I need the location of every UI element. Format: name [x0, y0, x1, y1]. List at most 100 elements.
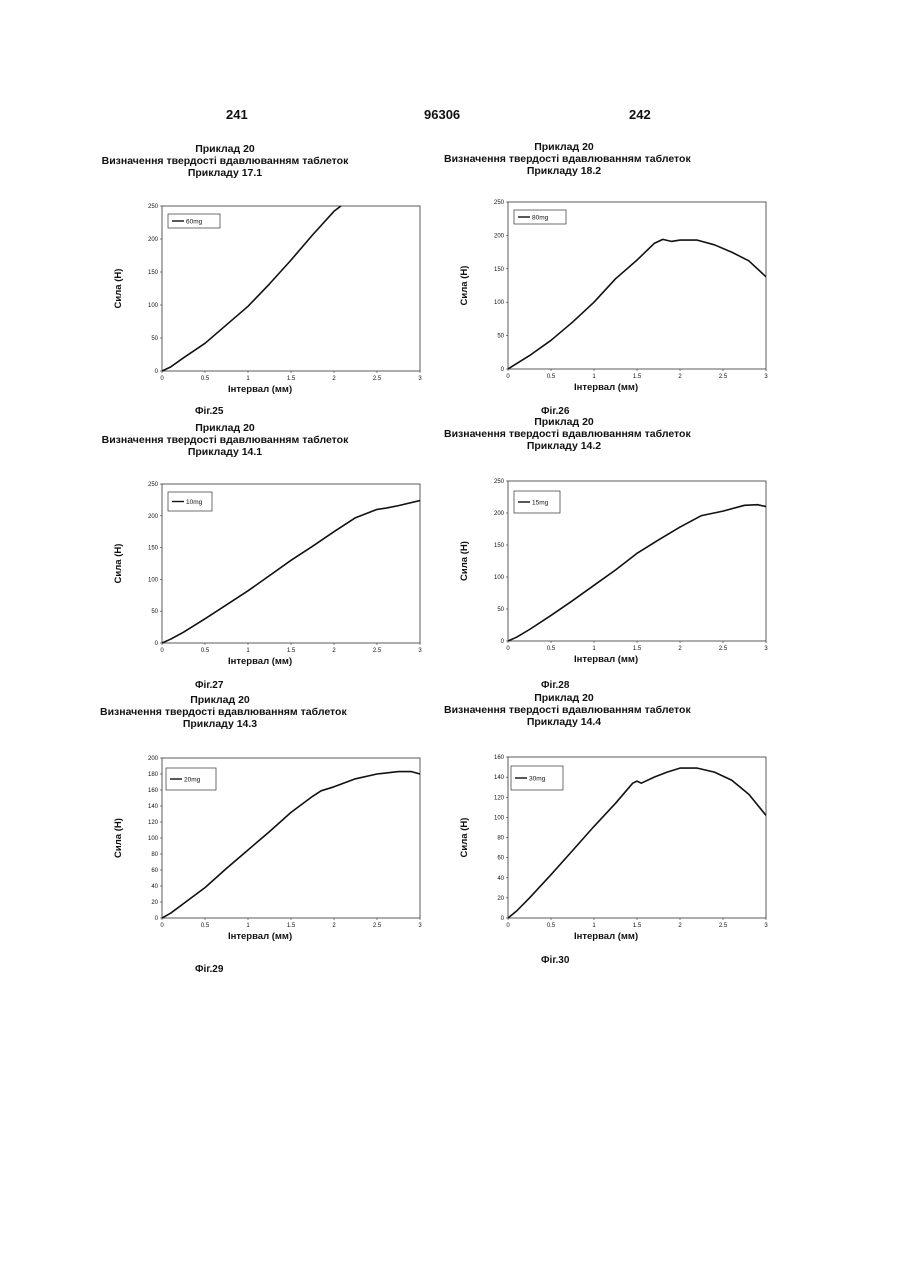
y-tick-label: 150 [494, 543, 505, 549]
x-axis-label: Інтервал (мм) [574, 931, 638, 942]
x-tick-label: 1.5 [633, 923, 642, 929]
x-axis-label: Інтервал (мм) [228, 384, 292, 395]
page-number-left: 241 [226, 107, 248, 122]
y-axis-label: Сила (Н) [459, 266, 470, 306]
x-tick-label: 1 [592, 923, 596, 929]
y-tick-label: 0 [155, 641, 159, 647]
x-tick-label: 0.5 [547, 374, 556, 380]
y-axis-label: Сила (Н) [113, 544, 124, 584]
chart-heading-line: Приклад 20 [100, 694, 340, 706]
y-tick-label: 50 [497, 607, 504, 613]
y-tick-label: 150 [148, 546, 159, 552]
x-tick-label: 1.5 [633, 646, 642, 652]
x-tick-label: 0 [160, 923, 164, 929]
y-tick-label: 160 [494, 755, 505, 761]
x-tick-label: 2.5 [373, 376, 382, 382]
chart-heading-line: Визначення твердості вдавлюванням таблет… [100, 155, 350, 167]
y-tick-label: 40 [151, 884, 158, 890]
y-tick-label: 120 [494, 795, 505, 801]
x-tick-label: 0.5 [201, 648, 210, 654]
figure-label: Фіг.29 [195, 964, 223, 975]
x-tick-label: 3 [418, 376, 422, 382]
x-tick-label: 0.5 [547, 646, 556, 652]
chart-heading-line: Приклад 20 [444, 141, 684, 153]
chart-heading-line: Приклад 20 [100, 422, 350, 434]
series-line [162, 501, 420, 644]
y-axis-label: Сила (Н) [113, 269, 124, 309]
legend-box [514, 210, 566, 224]
plot-frame [162, 484, 420, 643]
y-tick-label: 200 [148, 514, 159, 520]
chart-heading: Приклад 20Визначення твердості вдавлюван… [444, 692, 684, 728]
x-tick-label: 0 [506, 374, 510, 380]
x-tick-label: 2 [332, 376, 336, 382]
chart-heading: Приклад 20Визначення твердості вдавлюван… [100, 422, 350, 458]
series-line [508, 768, 766, 918]
legend-box [514, 491, 560, 513]
y-tick-label: 100 [494, 575, 505, 581]
x-tick-label: 0 [160, 648, 164, 654]
x-tick-label: 1.5 [287, 923, 296, 929]
x-tick-label: 3 [764, 923, 768, 929]
x-tick-label: 1 [592, 374, 596, 380]
legend-label: 10mg [186, 499, 203, 506]
y-axis-label: Сила (Н) [459, 541, 470, 581]
y-tick-label: 50 [151, 609, 158, 615]
x-tick-label: 3 [764, 646, 768, 652]
x-tick-label: 0 [506, 923, 510, 929]
x-tick-label: 0.5 [547, 923, 556, 929]
series-line [162, 772, 420, 918]
x-tick-label: 2.5 [719, 646, 728, 652]
x-tick-label: 1 [246, 923, 250, 929]
legend-box [168, 492, 212, 511]
y-tick-label: 60 [497, 856, 504, 862]
y-tick-label: 60 [151, 868, 158, 874]
figure-label: Фіг.28 [541, 680, 569, 691]
x-tick-label: 1.5 [287, 648, 296, 654]
y-tick-label: 200 [148, 756, 159, 762]
patent-number: 96306 [424, 107, 460, 122]
plot-frame [162, 758, 420, 918]
legend-label: 60mg [186, 218, 203, 225]
y-tick-label: 20 [497, 896, 504, 902]
x-tick-label: 2 [678, 374, 682, 380]
chart-heading-line: Приклад 20 [444, 692, 684, 704]
x-tick-label: 1 [246, 648, 250, 654]
y-tick-label: 250 [148, 482, 159, 488]
figure-label: Фіг.25 [195, 406, 223, 417]
series-line [508, 239, 766, 369]
y-tick-label: 100 [148, 303, 159, 309]
y-tick-label: 50 [497, 334, 504, 340]
chart-heading-line: Приклад 20 [444, 416, 684, 428]
x-axis-label: Інтервал (мм) [228, 656, 292, 667]
y-tick-label: 200 [494, 511, 505, 517]
chart-heading-line: Прикладу 18.2 [444, 165, 684, 177]
y-tick-label: 0 [501, 367, 505, 373]
y-axis-label: Сила (Н) [113, 818, 124, 858]
x-axis-label: Інтервал (мм) [574, 382, 638, 393]
page-number-right: 242 [629, 107, 651, 122]
legend-label: 15mg [532, 499, 549, 506]
chart-heading: Приклад 20Визначення твердості вдавлюван… [444, 416, 684, 452]
y-tick-label: 50 [151, 336, 158, 342]
y-tick-label: 250 [148, 204, 159, 210]
x-tick-label: 2.5 [719, 923, 728, 929]
y-tick-label: 100 [494, 815, 505, 821]
y-tick-label: 0 [155, 916, 159, 922]
chart-heading-line: Прикладу 17.1 [100, 167, 350, 179]
x-tick-label: 2 [332, 923, 336, 929]
x-tick-label: 2.5 [719, 374, 728, 380]
y-tick-label: 100 [148, 836, 159, 842]
y-tick-label: 140 [494, 775, 505, 781]
x-axis-label: Інтервал (мм) [574, 654, 638, 665]
y-tick-label: 80 [497, 836, 504, 842]
x-tick-label: 1.5 [287, 376, 296, 382]
y-tick-label: 180 [148, 772, 159, 778]
figure-label: Фіг.27 [195, 680, 223, 691]
x-tick-label: 2 [678, 646, 682, 652]
